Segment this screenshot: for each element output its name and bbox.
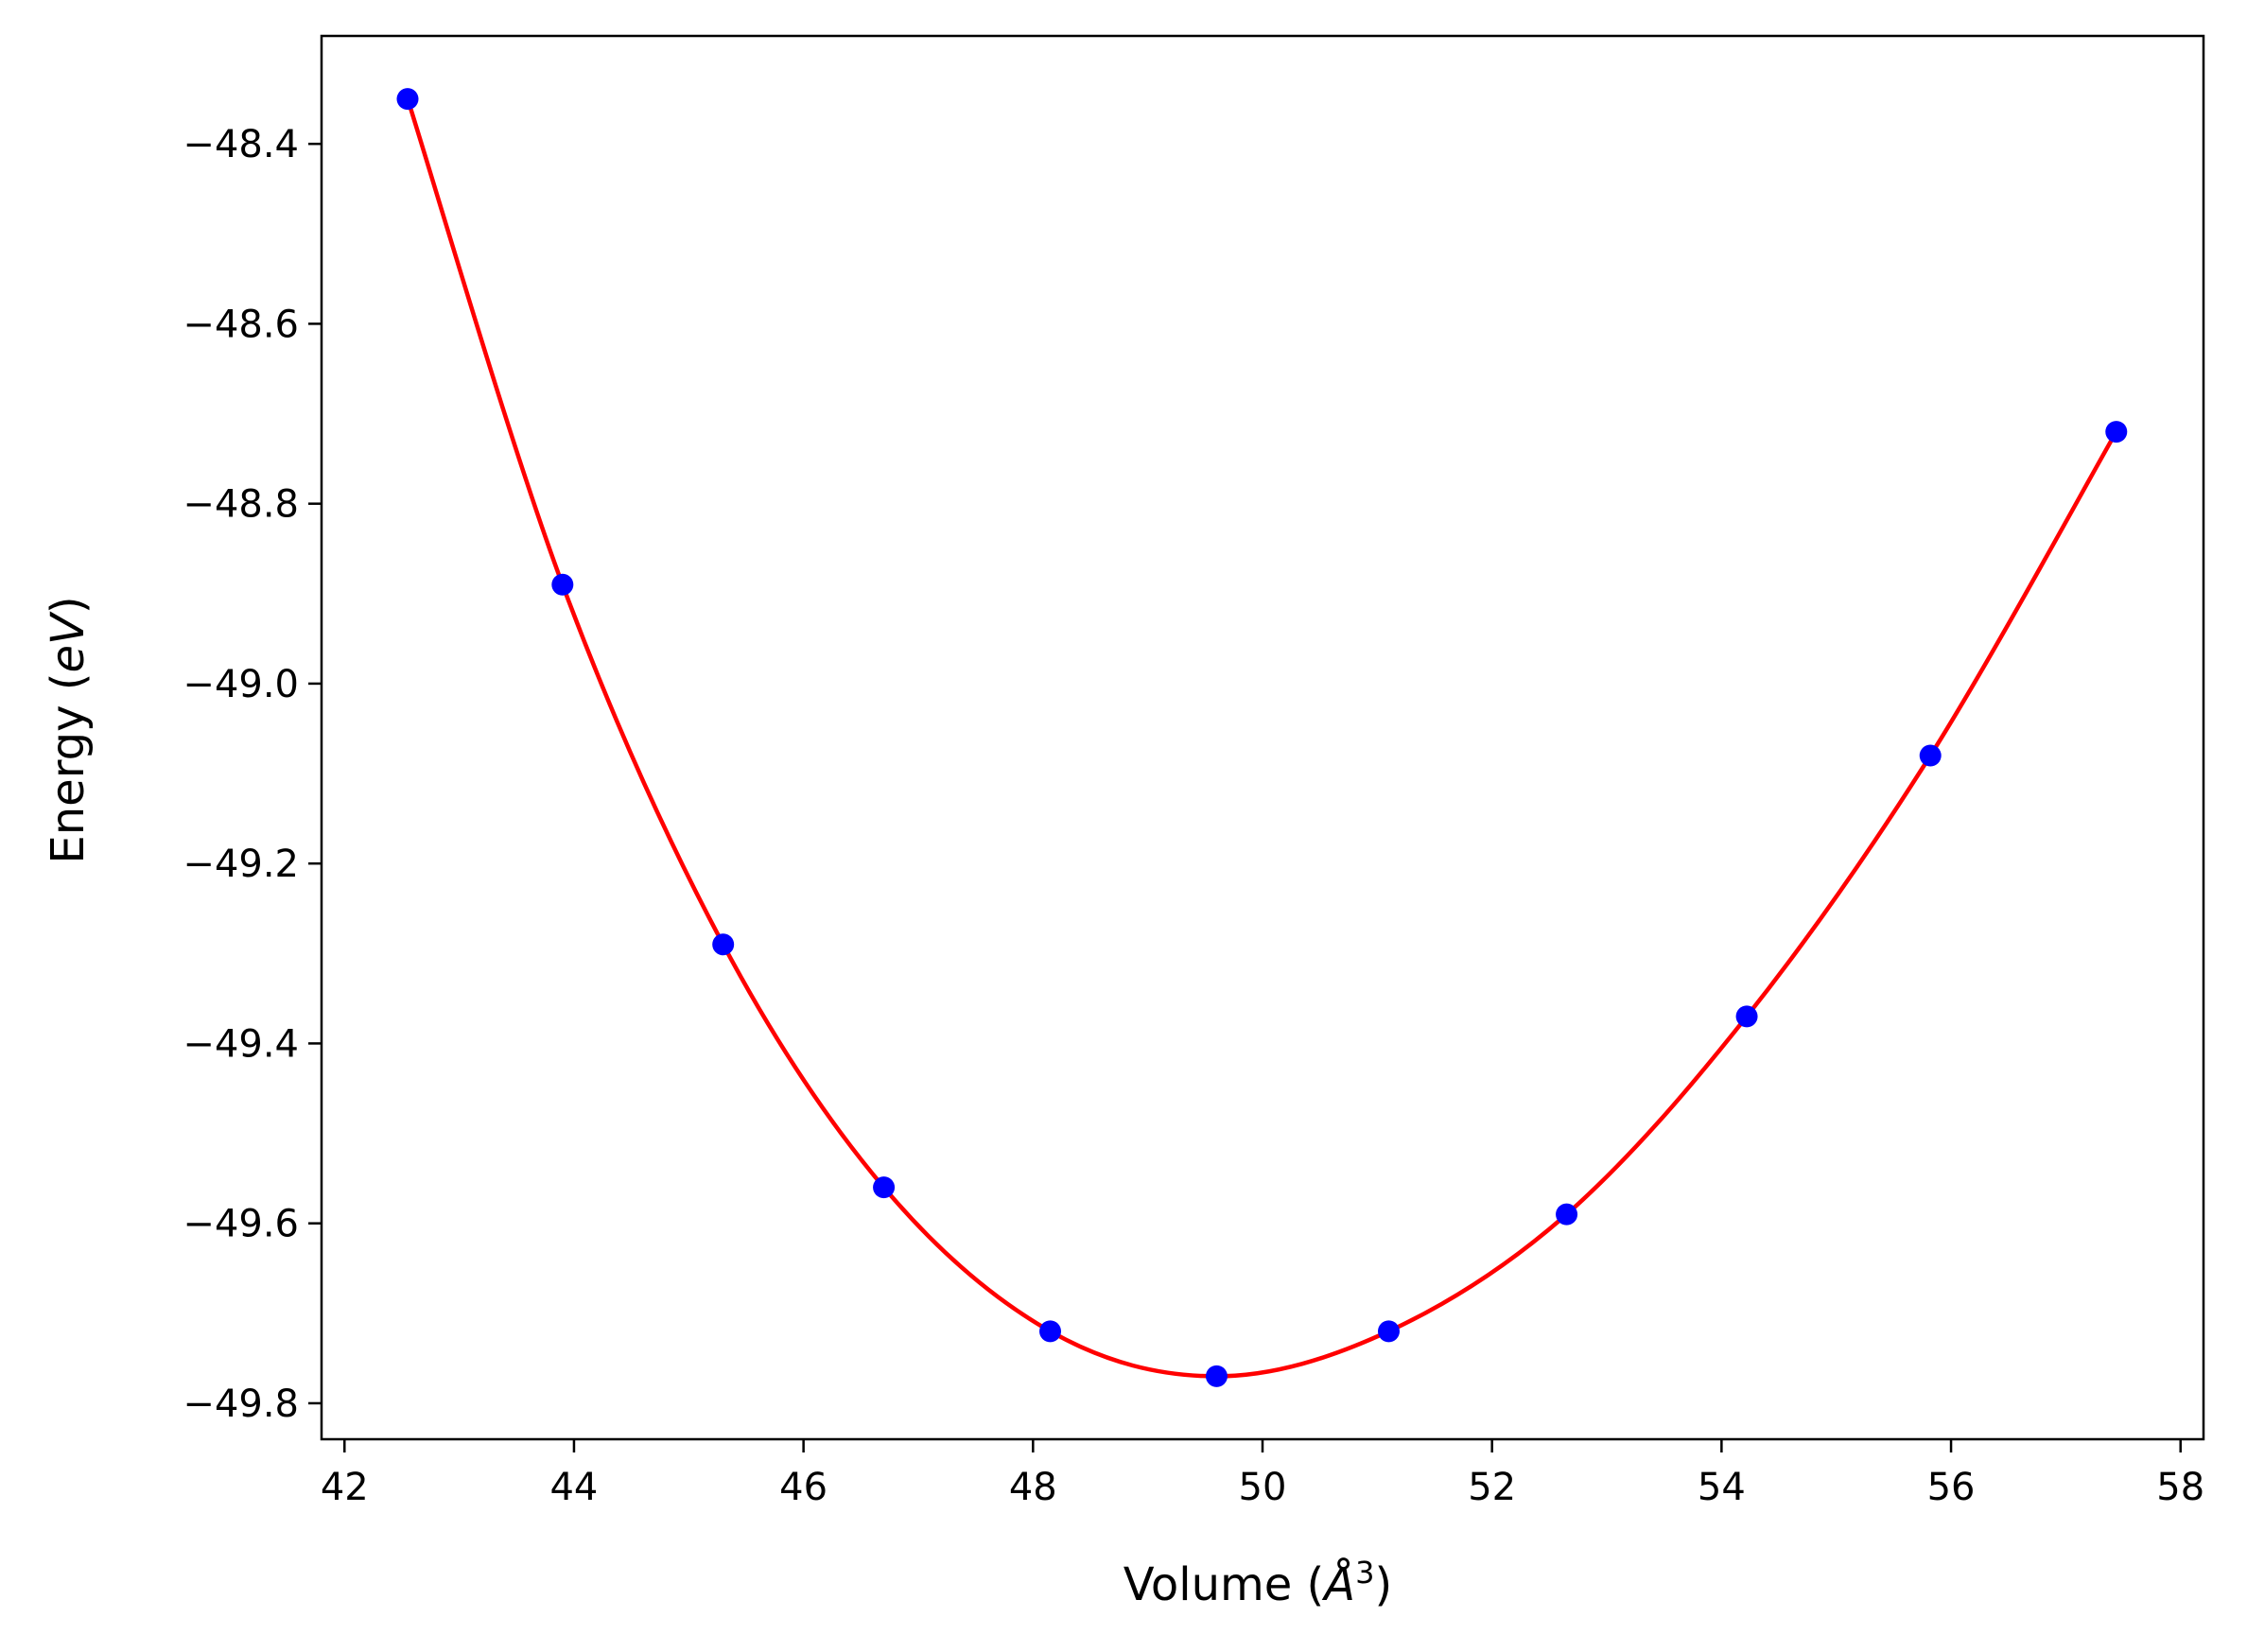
data-point xyxy=(551,573,574,596)
data-point xyxy=(1205,1365,1228,1387)
plot-area xyxy=(320,34,2205,1441)
fit-curve xyxy=(405,97,2118,1379)
y-tick-label: −48.8 xyxy=(183,483,299,527)
axes-frame xyxy=(320,34,2205,1441)
x-tick-label: 54 xyxy=(1698,1466,1746,1509)
y-tick-label: −49.4 xyxy=(183,1022,299,1066)
data-point xyxy=(2105,421,2128,443)
y-tick-label: −49.0 xyxy=(183,663,299,706)
data-point xyxy=(1735,1005,1758,1028)
y-tick-label: −49.6 xyxy=(183,1203,299,1246)
data-point xyxy=(1556,1203,1578,1226)
x-tick-label: 58 xyxy=(2156,1466,2204,1509)
x-axis-label: Volume (Å3) xyxy=(1124,1555,1392,1611)
y-tick-label: −48.6 xyxy=(183,303,299,346)
y-tick-label: −49.8 xyxy=(183,1382,299,1426)
x-tick-label: 44 xyxy=(549,1466,598,1509)
x-tick-label: 56 xyxy=(1927,1466,1976,1509)
y-axis-ticks: −48.4 −48.6 −48.8 −49.0 −49.2 −49.4 −49.6 −49.8 xyxy=(183,123,322,1426)
data-point xyxy=(1919,744,1942,767)
data-point xyxy=(396,88,419,111)
x-tick-label: 48 xyxy=(1009,1466,1057,1509)
data-point xyxy=(712,933,735,956)
y-tick-label: −49.2 xyxy=(183,843,299,886)
x-axis-ticks: 42 44 46 48 50 52 54 56 58 xyxy=(321,1439,2204,1509)
y-tick-label: −48.4 xyxy=(183,123,299,166)
x-tick-label: 42 xyxy=(321,1466,369,1509)
data-point xyxy=(1039,1320,1062,1343)
x-tick-label: 50 xyxy=(1239,1466,1287,1509)
data-point xyxy=(873,1176,896,1199)
x-tick-label: 46 xyxy=(779,1466,827,1509)
data-point xyxy=(1377,1320,1400,1343)
x-tick-label: 52 xyxy=(1468,1466,1516,1509)
y-axis-label: Energy (eV) xyxy=(42,596,95,863)
